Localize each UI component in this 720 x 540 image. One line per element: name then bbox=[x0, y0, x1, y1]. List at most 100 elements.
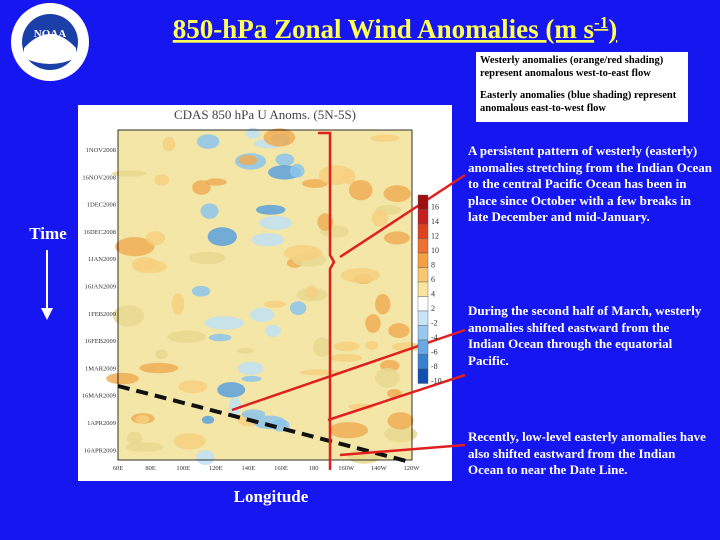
shade bbox=[348, 179, 373, 201]
shade bbox=[200, 203, 219, 219]
shade bbox=[343, 168, 356, 185]
shade bbox=[263, 300, 286, 308]
shade bbox=[387, 412, 414, 430]
shade bbox=[237, 361, 264, 375]
plot-border bbox=[117, 129, 413, 461]
shade bbox=[154, 174, 170, 186]
shade bbox=[126, 431, 143, 445]
shade bbox=[275, 153, 295, 166]
y-tick-label: 16APR2009 bbox=[84, 447, 116, 454]
shade bbox=[384, 426, 418, 443]
shade bbox=[251, 233, 285, 247]
shade bbox=[375, 367, 400, 388]
colorbar-label: 14 bbox=[431, 217, 439, 226]
annotation: A persistent pattern of westerly (easter… bbox=[468, 143, 712, 224]
shade bbox=[391, 342, 423, 352]
y-tick-label: 1JAN2009 bbox=[88, 256, 116, 263]
red-bracket bbox=[318, 131, 336, 470]
title-superscript: -1 bbox=[594, 13, 608, 32]
shade bbox=[115, 237, 155, 257]
shade bbox=[162, 136, 176, 152]
longitude-label: Longitude bbox=[234, 487, 309, 506]
colorbar-swatch bbox=[417, 223, 429, 239]
logo-text: NOAA bbox=[34, 28, 66, 40]
colorbar-label: 12 bbox=[431, 232, 439, 241]
x-tick-label: 120W bbox=[403, 465, 420, 472]
shade bbox=[217, 382, 246, 398]
shade bbox=[333, 341, 360, 352]
y-tick-label: 16DEC2008 bbox=[84, 229, 117, 236]
shade bbox=[313, 337, 332, 357]
shade bbox=[112, 305, 145, 327]
time-arrowhead bbox=[41, 308, 53, 320]
colorbar-label: -8 bbox=[431, 362, 438, 371]
y-tick-label: 16NOV2008 bbox=[82, 174, 116, 181]
shade bbox=[106, 372, 139, 385]
plot-title: CDAS 850 hPa U Anoms. (5N-5S) bbox=[174, 107, 356, 122]
colorbar-swatch bbox=[417, 296, 429, 312]
y-tick-label: 1FEB2009 bbox=[88, 311, 116, 318]
colorbar-label: 2 bbox=[431, 304, 435, 313]
colorbar-label: -6 bbox=[431, 348, 438, 357]
shade bbox=[237, 347, 254, 354]
colorbar-label: 6 bbox=[431, 275, 435, 284]
colorbar-label: -4 bbox=[431, 333, 438, 342]
shade bbox=[302, 179, 328, 188]
title-end: ) bbox=[608, 14, 617, 44]
shade bbox=[388, 323, 410, 339]
shade bbox=[111, 170, 148, 177]
colorbar-swatch bbox=[417, 209, 429, 225]
colorbar-label: -10 bbox=[431, 377, 442, 386]
shade bbox=[207, 227, 237, 246]
shade bbox=[201, 415, 215, 424]
shade bbox=[330, 354, 363, 362]
colorbar-swatch bbox=[417, 354, 429, 370]
colorbar-label: 8 bbox=[431, 261, 435, 270]
shade bbox=[204, 178, 227, 186]
colorbar-swatch bbox=[417, 325, 429, 341]
shade bbox=[375, 293, 391, 315]
shade bbox=[370, 134, 400, 142]
shade bbox=[238, 155, 258, 166]
shade bbox=[263, 128, 296, 147]
y-tick-label: 1DEC2008 bbox=[87, 202, 116, 209]
shade bbox=[189, 251, 226, 265]
shade bbox=[241, 375, 262, 382]
logo: NOAA bbox=[11, 3, 89, 81]
shade bbox=[305, 285, 318, 300]
colorbar-swatch bbox=[417, 238, 429, 254]
x-tick-label: 140E bbox=[242, 465, 256, 472]
x-tick-label: 160E bbox=[274, 465, 288, 472]
x-tick-label: 120E bbox=[209, 465, 223, 472]
shade bbox=[191, 285, 211, 297]
shade bbox=[145, 231, 165, 246]
shade bbox=[228, 397, 242, 416]
shade bbox=[250, 307, 275, 322]
shade bbox=[241, 409, 266, 420]
shade bbox=[365, 314, 381, 333]
colorbar: 16 14 12 10 8 6 4 2 -2 -4 -6 -8 -10 bbox=[417, 194, 442, 386]
shade bbox=[204, 316, 245, 330]
shade bbox=[167, 330, 206, 343]
y-tick-label: 16MAR2009 bbox=[82, 393, 116, 400]
shade bbox=[132, 259, 168, 274]
shade bbox=[340, 268, 381, 283]
x-tick-label: 180 bbox=[309, 465, 319, 472]
shade bbox=[192, 180, 211, 195]
title: 850-hPa Zonal Wind Anomalies (m s-1) bbox=[173, 13, 618, 44]
legend-box: Westerly anomalies (orange/red shading) … bbox=[476, 52, 688, 122]
shade bbox=[196, 134, 220, 149]
title-text: 850-hPa Zonal Wind Anomalies (m s bbox=[173, 14, 594, 44]
colorbar-label: -2 bbox=[431, 319, 438, 328]
colorbar-label: 10 bbox=[431, 246, 439, 255]
x-tick-label: 60E bbox=[113, 465, 124, 472]
y-tick-label: 16FEB2009 bbox=[85, 338, 116, 345]
shade bbox=[371, 209, 389, 227]
shade bbox=[196, 450, 215, 466]
x-tick-label: 160W bbox=[338, 465, 355, 472]
legend-easterly: Easterly anomalies (blue shading) repres… bbox=[480, 90, 677, 114]
shade bbox=[245, 127, 261, 139]
y-tick-label: 16JAN2009 bbox=[85, 284, 116, 291]
colorbar-swatch bbox=[417, 252, 429, 268]
